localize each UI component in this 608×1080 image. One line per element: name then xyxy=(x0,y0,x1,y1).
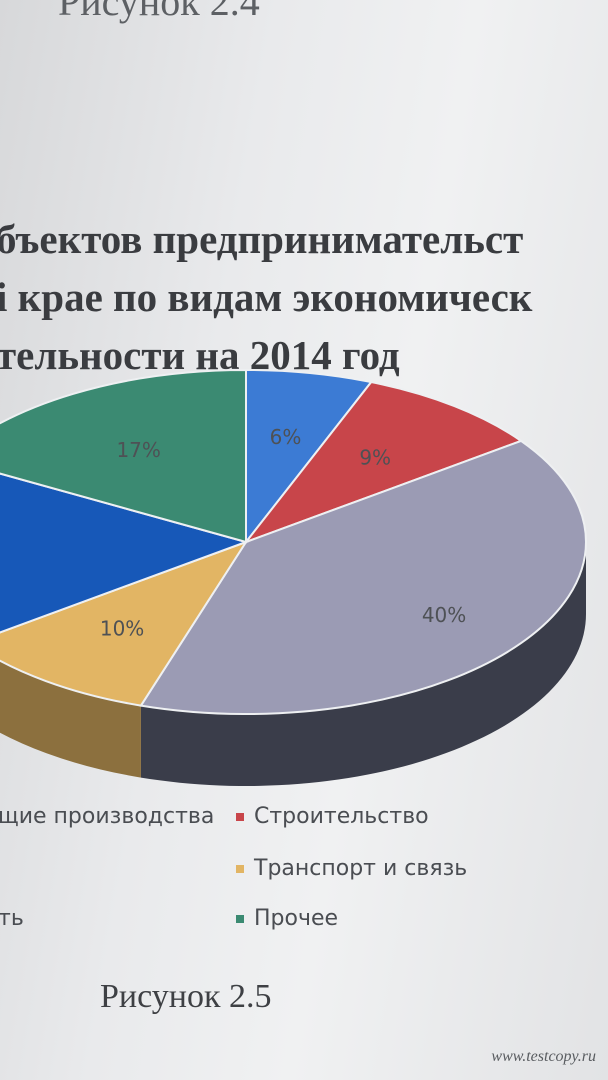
watermark-text: www.testcopy.ru xyxy=(491,1048,596,1065)
legend-item-construction: Строительство xyxy=(236,804,429,829)
figure-caption-top: Рисунок 2.4 xyxy=(58,0,260,24)
pie-slice-label-2: 40% xyxy=(422,603,466,627)
legend-item-transport: Транспорт и связь xyxy=(236,856,467,881)
chart-title-line-1: бъектов предпринимательст xyxy=(0,216,524,262)
pie-slice-label-0: 6% xyxy=(270,425,302,449)
legend-item-manufacturing: щие производства xyxy=(0,804,214,829)
chart-title-line-3: тельности на 2014 год xyxy=(0,332,400,378)
chart-title-line-2: і крае по видам экономическ xyxy=(0,274,533,320)
pie-slice-label-1: 9% xyxy=(359,446,391,470)
legend-item-other: Прочее xyxy=(236,906,338,931)
figure-caption-bottom: Рисунок 2.5 xyxy=(100,978,272,1015)
legend-label: Транспорт и связь xyxy=(254,856,468,881)
pie-slice-label-3: 10% xyxy=(100,616,144,640)
pie-slice-label-5: 17% xyxy=(116,438,160,462)
legend-swatch xyxy=(236,864,244,873)
pie-slice-5 xyxy=(0,368,247,544)
pie-side-wall-2 xyxy=(140,542,587,786)
legend-swatch xyxy=(236,914,244,923)
legend-label: ть xyxy=(0,906,24,931)
legend-item-cut: ть xyxy=(0,906,24,931)
pie-slice-2 xyxy=(139,439,587,716)
pie-slice-0 xyxy=(245,368,373,545)
legend-label: Строительство xyxy=(254,804,429,829)
legend-label: Прочее xyxy=(254,906,339,931)
pie-slice-4 xyxy=(0,472,250,634)
legend-label: щие производства xyxy=(0,804,215,829)
chart-title: бъектов предпринимательст і крае по вида… xyxy=(0,210,608,384)
pie-slice-3 xyxy=(0,540,249,707)
legend-swatch xyxy=(236,812,244,821)
pie-side-wall-3 xyxy=(0,660,141,778)
pie-slice-1 xyxy=(243,380,524,545)
